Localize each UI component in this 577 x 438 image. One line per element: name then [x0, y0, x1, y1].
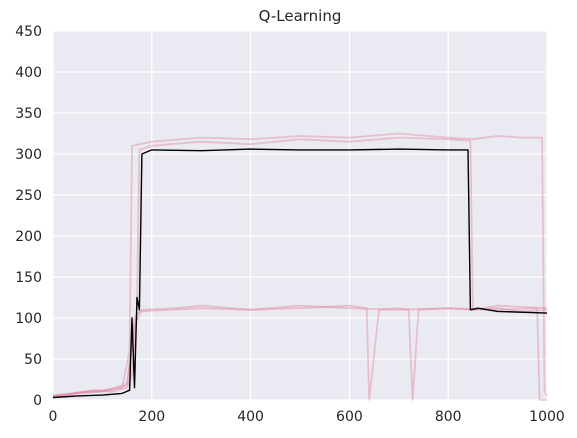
series-line-run-3	[52, 304, 547, 401]
y-tick-label-1: 50	[24, 352, 42, 368]
y-tick-label-0: 0	[33, 393, 42, 409]
y-tick-label-3: 150	[15, 270, 42, 286]
y-tick-label-9: 450	[15, 24, 42, 40]
grid	[52, 30, 548, 401]
x-tick-label-1: 200	[138, 409, 165, 425]
y-tick-label-5: 250	[15, 188, 42, 204]
series-line-run-0	[52, 136, 548, 397]
y-tick-label-2: 100	[15, 311, 42, 327]
x-tick-label-0: 0	[49, 409, 58, 425]
y-tick-label-4: 200	[15, 229, 42, 245]
x-tick-label-2: 400	[237, 409, 264, 425]
x-tick-label-3: 600	[336, 409, 363, 425]
y-tick-labels: 0 50 100 150 200 250 300 350 400 450	[15, 24, 42, 409]
chart-title: Q-Learning	[259, 7, 342, 25]
x-tick-labels: 0 200 400 600 800 1000	[49, 409, 565, 425]
series-group	[52, 132, 548, 401]
plot-background	[53, 31, 547, 400]
x-tick-label-4: 800	[435, 409, 462, 425]
y-tick-label-6: 300	[15, 147, 42, 163]
series-line-run-1	[52, 132, 548, 398]
series-line-mean	[52, 148, 548, 399]
y-tick-label-8: 400	[15, 65, 42, 81]
x-tick-label-5: 1000	[529, 409, 565, 425]
y-tick-label-7: 350	[15, 106, 42, 122]
